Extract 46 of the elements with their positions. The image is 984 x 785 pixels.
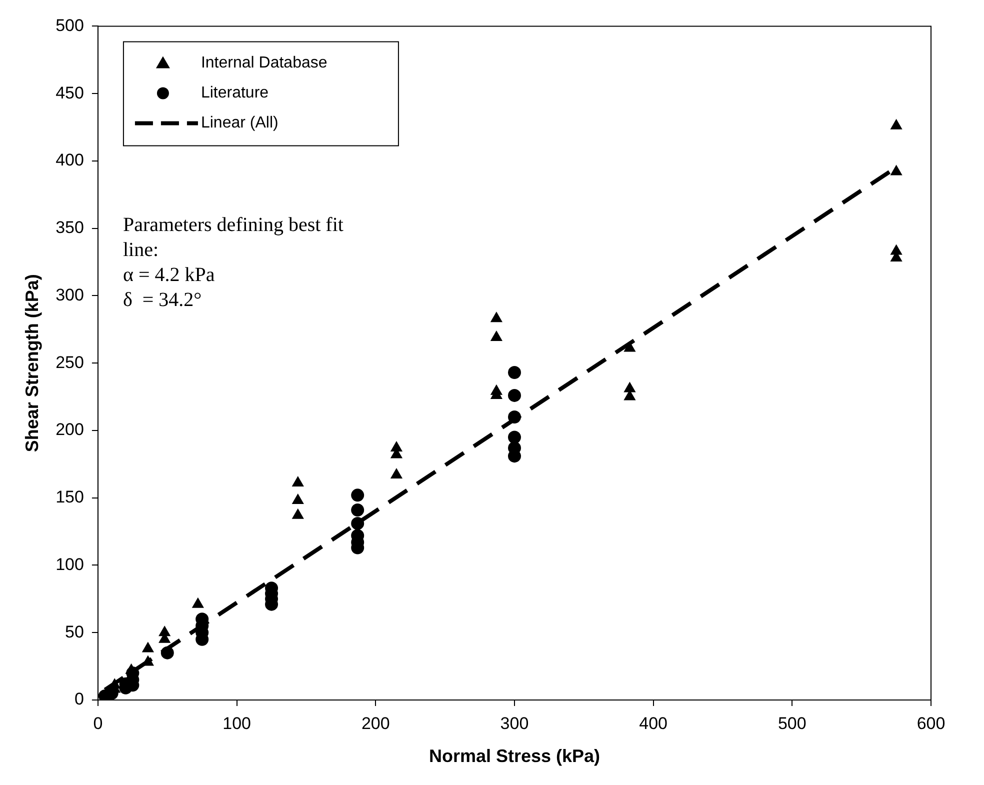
annotation: Parameters defining best fit line: — [122, 214, 344, 262]
point — [508, 410, 521, 424]
y-tick-label: 350 — [56, 218, 84, 238]
point — [142, 642, 154, 652]
point — [351, 503, 364, 516]
y-tick-label: 50 — [65, 622, 84, 642]
annotation: δ = 34.2° — [122, 289, 202, 312]
point — [98, 689, 112, 700]
point — [292, 508, 304, 519]
legend-label: Internal Database — [200, 54, 328, 72]
y-tick-label: 450 — [56, 83, 84, 102]
point — [490, 330, 502, 341]
x-tick-label: 300 — [500, 714, 529, 733]
x-tick-label: 600 — [916, 714, 946, 733]
y-tick-label: 0 — [74, 690, 84, 709]
y-tick-label: 150 — [56, 488, 84, 507]
point — [160, 646, 174, 660]
legend-label: Linear (All) — [200, 114, 278, 132]
x-axis-title: Normal Stress (kPa) — [428, 746, 600, 766]
point — [890, 119, 902, 130]
point — [508, 388, 521, 402]
x-tick-label: 0 — [93, 714, 103, 733]
y-tick-label: 400 — [56, 150, 84, 170]
y-axis-title: Shear Strength (kPa) — [22, 274, 42, 452]
legend-label: Literature — [200, 84, 269, 102]
y-tick-label: 100 — [56, 554, 84, 574]
x-tick-label: 100 — [222, 714, 251, 733]
point — [890, 165, 902, 176]
x-tick-label: 500 — [778, 714, 806, 733]
point — [390, 468, 402, 478]
point — [192, 598, 204, 608]
point — [292, 494, 304, 504]
point — [508, 430, 521, 444]
point — [624, 382, 636, 392]
y-tick-label: 500 — [56, 16, 84, 35]
point — [351, 488, 364, 502]
point — [490, 312, 502, 322]
point — [508, 366, 521, 380]
y-tick-label: 300 — [56, 285, 84, 304]
point — [292, 476, 304, 487]
y-tick-label: 200 — [56, 420, 84, 440]
point — [351, 516, 364, 530]
x-tick-label: 400 — [639, 714, 668, 733]
x-tick-label: 200 — [361, 714, 390, 733]
annotation: α = 4.2 kPa — [122, 264, 215, 286]
y-tick-label: 250 — [56, 352, 84, 372]
